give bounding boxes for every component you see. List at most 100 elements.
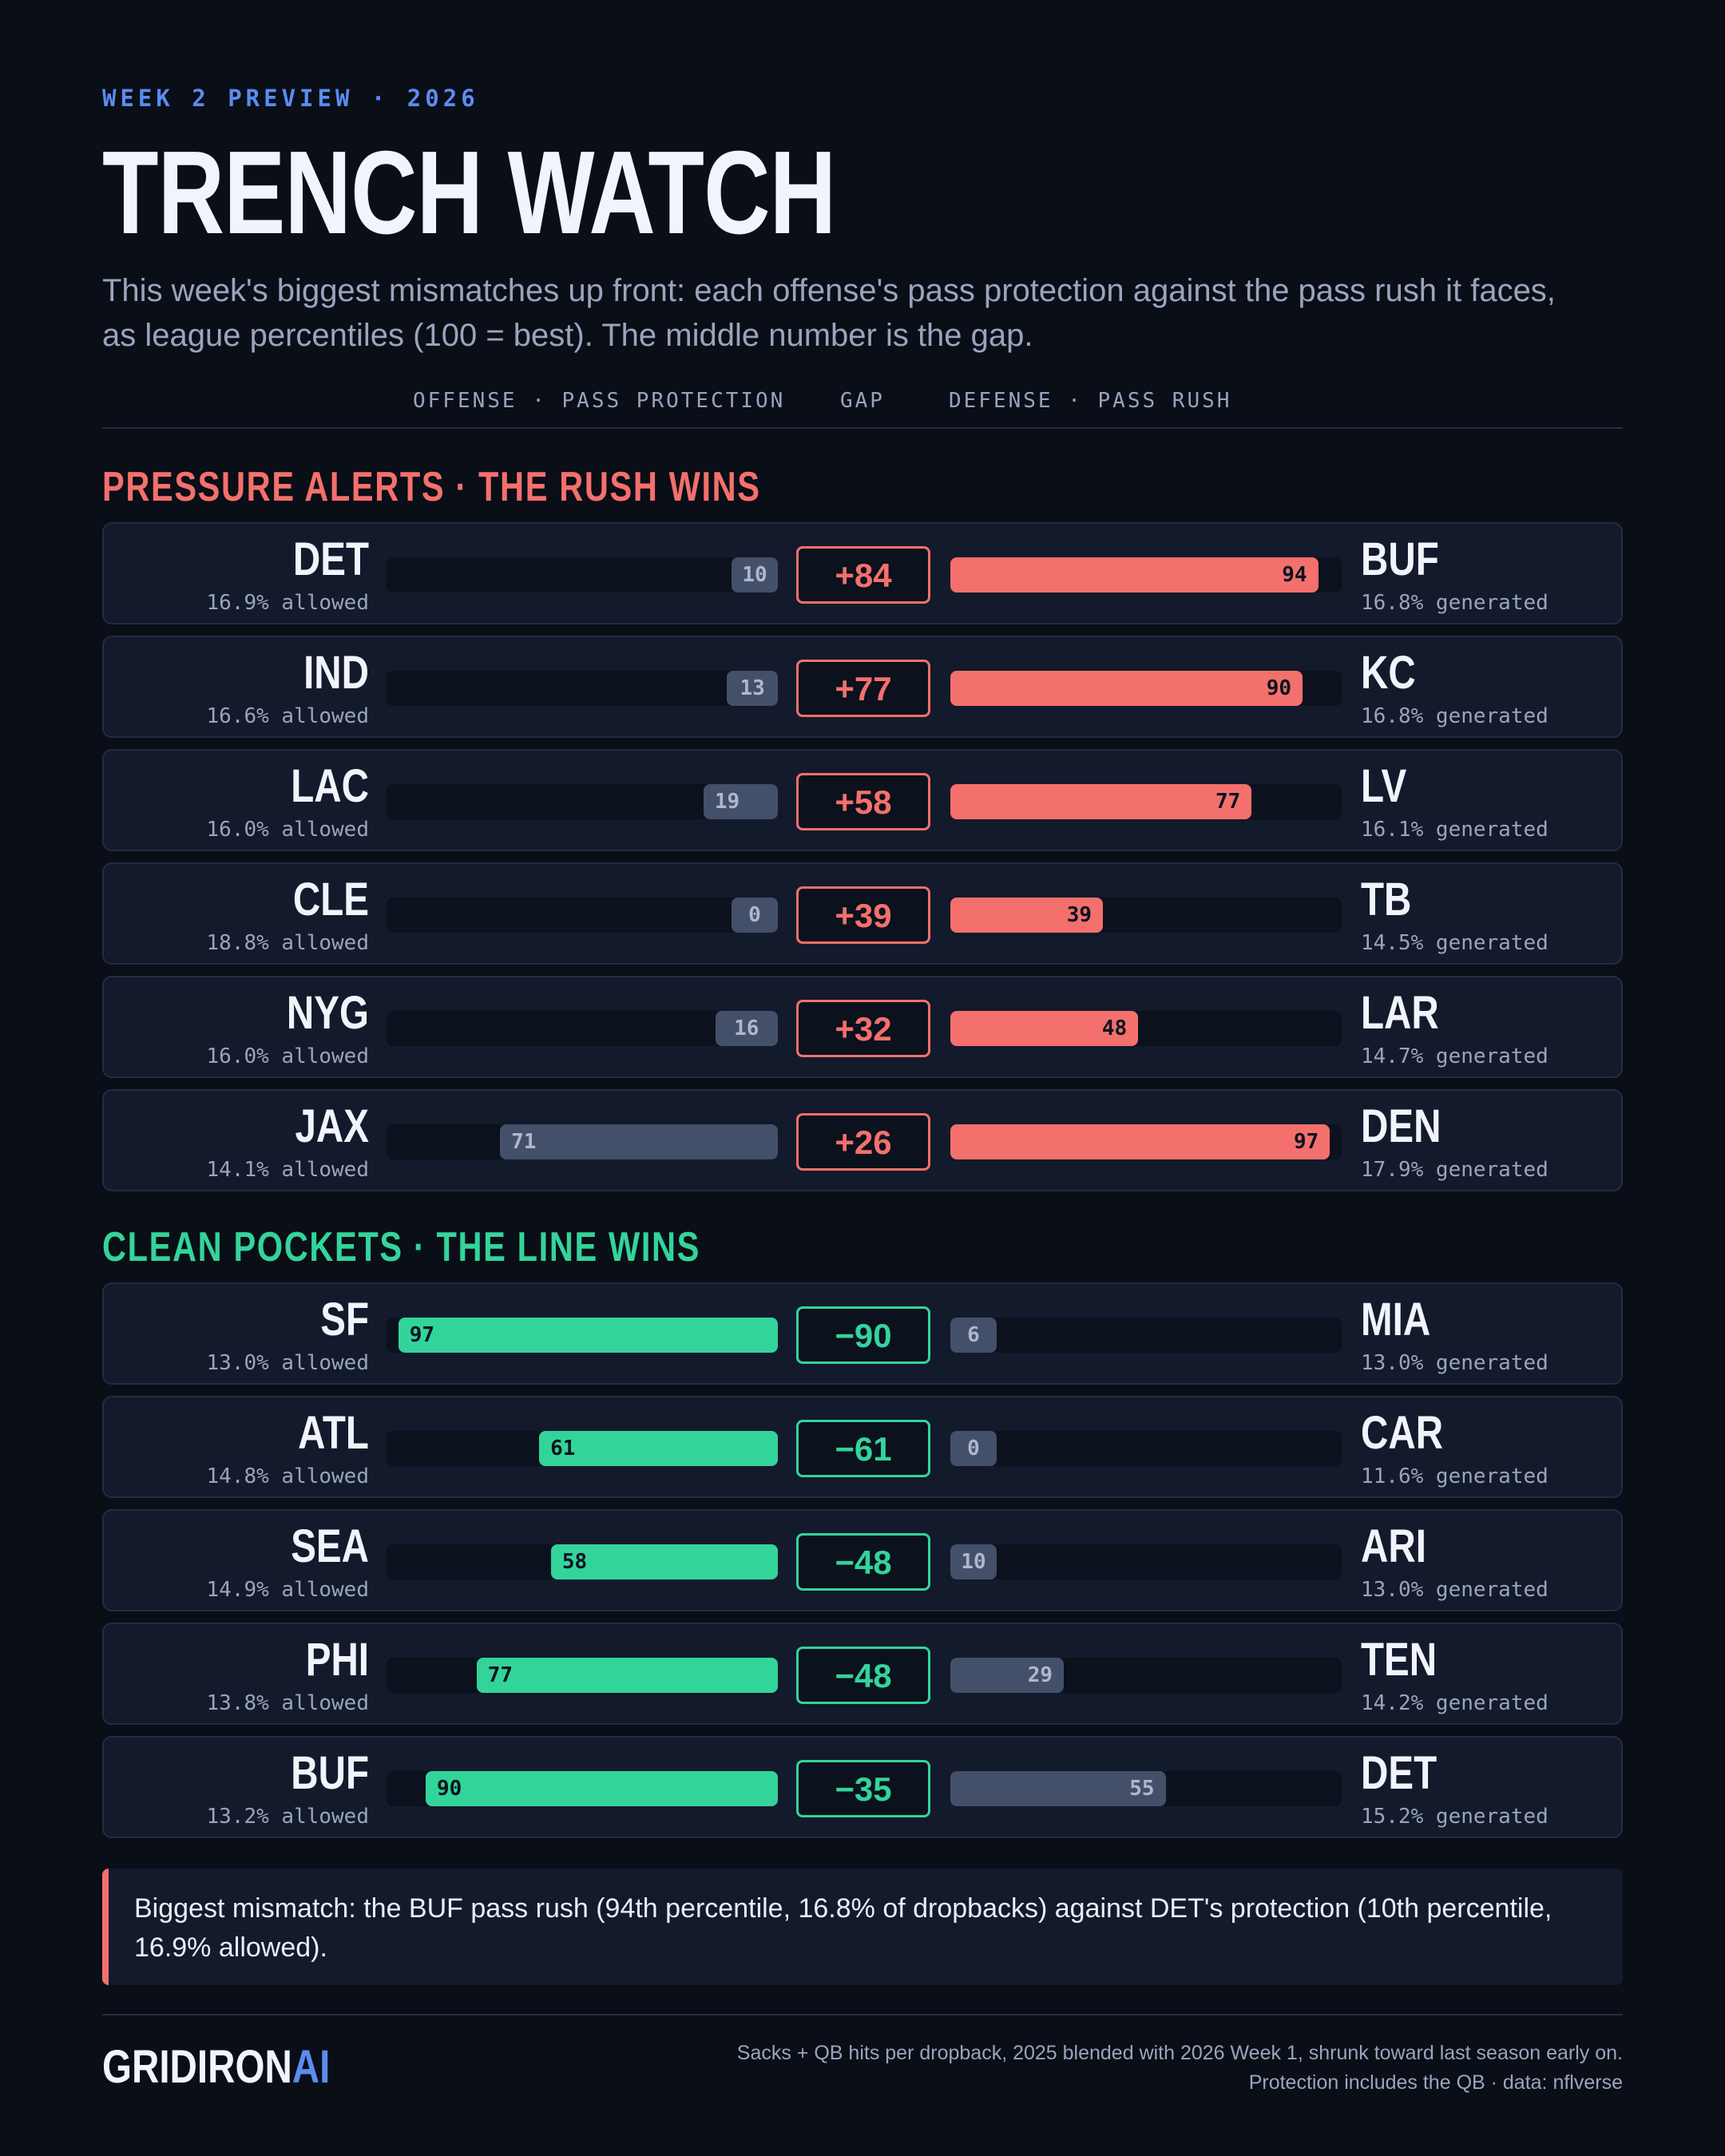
defense-rate: 14.2% generated xyxy=(1361,1691,1549,1715)
offense-protection-bar: 16 xyxy=(715,1011,778,1046)
eyebrow: WEEK 2 PREVIEW · 2026 xyxy=(102,85,479,112)
defense-rush-bar: 94 xyxy=(950,557,1319,593)
matchup-row: CLE 18.8% allowed 0 +39 39 TB 14.5% generated xyxy=(102,862,1623,965)
biggest-mismatch-callout: Biggest mismatch: the BUF pass rush (94t… xyxy=(102,1869,1623,1985)
defense-bar-track: 77 xyxy=(950,784,1342,819)
gap-badge: +26 xyxy=(796,1113,930,1171)
offense-team: CLE xyxy=(292,874,369,925)
subtitle: This week's biggest mismatches up front:… xyxy=(102,273,1556,353)
gap-badge: +58 xyxy=(796,773,930,830)
section-title-pressure-alerts: PRESSURE ALERTS · THE RUSH WINS xyxy=(102,464,761,510)
offense-bar-track: 10 xyxy=(387,557,778,593)
defense-bar-track: 90 xyxy=(950,671,1342,706)
defense-bar-track: 29 xyxy=(950,1658,1342,1693)
defense-rate: 17.9% generated xyxy=(1361,1158,1549,1182)
offense-bar-track: 97 xyxy=(387,1318,778,1353)
gap-badge: −48 xyxy=(796,1533,930,1591)
defense-rush-bar: 55 xyxy=(950,1771,1166,1806)
defense-rate: 15.2% generated xyxy=(1361,1805,1549,1829)
offense-team: PHI xyxy=(305,1634,369,1686)
offense-rate: 16.6% allowed xyxy=(206,704,370,728)
defense-rate: 11.6% generated xyxy=(1361,1464,1549,1488)
defense-rate: 14.5% generated xyxy=(1361,931,1549,955)
offense-protection-bar: 13 xyxy=(727,671,778,706)
offense-team: SEA xyxy=(291,1520,369,1572)
offense-protection-bar: 61 xyxy=(539,1431,778,1466)
offense-rate: 14.8% allowed xyxy=(206,1464,370,1488)
column-header-gap: GAP xyxy=(840,389,885,413)
defense-rate: 13.0% generated xyxy=(1361,1578,1549,1602)
offense-rate: 18.8% allowed xyxy=(206,931,370,955)
offense-rate: 13.0% allowed xyxy=(206,1351,370,1375)
offense-team: ATL xyxy=(298,1407,369,1459)
defense-rush-bar: 0 xyxy=(950,1431,997,1466)
offense-rate: 16.0% allowed xyxy=(206,1044,370,1068)
gap-badge: −90 xyxy=(796,1306,930,1364)
offense-protection-bar: 77 xyxy=(476,1658,778,1693)
gap-badge: −61 xyxy=(796,1420,930,1477)
defense-team: DEN xyxy=(1361,1100,1441,1152)
defense-bar-track: 39 xyxy=(950,898,1342,933)
defense-rush-bar: 29 xyxy=(950,1658,1065,1693)
defense-team: CAR xyxy=(1361,1407,1444,1459)
offense-rate: 14.1% allowed xyxy=(206,1158,370,1182)
defense-rush-bar: 77 xyxy=(950,784,1252,819)
defense-bar-track: 94 xyxy=(950,557,1342,593)
defense-bar-track: 10 xyxy=(950,1544,1342,1579)
defense-team: TB xyxy=(1361,874,1412,925)
matchup-row: DET 16.9% allowed 10 +84 94 BUF 16.8% generate… xyxy=(102,522,1623,624)
matchup-row: SF 13.0% allowed 97 −90 6 MIA 13.0% generated xyxy=(102,1282,1623,1385)
matchup-row: JAX 14.1% allowed 71 +26 97 DEN 17.9% generate… xyxy=(102,1089,1623,1191)
gap-badge: +77 xyxy=(796,660,930,717)
gap-badge: −35 xyxy=(796,1760,930,1817)
matchup-row: ATL 14.8% allowed 61 −61 0 CAR 11.6% generated xyxy=(102,1396,1623,1498)
defense-team: LV xyxy=(1361,760,1407,812)
logo-text-main: GRIDIRON xyxy=(102,2041,292,2093)
defense-team: MIA xyxy=(1361,1294,1431,1346)
offense-bar-track: 16 xyxy=(387,1011,778,1046)
offense-team: IND xyxy=(303,647,369,699)
offense-team: JAX xyxy=(295,1100,369,1152)
offense-rate: 16.9% allowed xyxy=(206,591,370,615)
matchup-row: LAC 16.0% allowed 19 +58 77 LV 16.1% generated xyxy=(102,749,1623,851)
defense-rush-bar: 39 xyxy=(950,898,1104,933)
gap-badge: +39 xyxy=(796,886,930,944)
offense-rate: 13.8% allowed xyxy=(206,1691,370,1715)
offense-team: DET xyxy=(292,533,369,585)
matchup-row: IND 16.6% allowed 13 +77 90 KC 16.8% generated xyxy=(102,636,1623,738)
offense-protection-bar: 0 xyxy=(732,898,778,933)
gap-badge: +32 xyxy=(796,1000,930,1057)
offense-bar-track: 77 xyxy=(387,1658,778,1693)
defense-rate: 16.1% generated xyxy=(1361,818,1549,842)
offense-bar-track: 19 xyxy=(387,784,778,819)
defense-rush-bar: 97 xyxy=(950,1124,1330,1159)
offense-protection-bar: 58 xyxy=(550,1544,778,1579)
defense-team: DET xyxy=(1361,1747,1438,1799)
gap-badge: +84 xyxy=(796,546,930,604)
footer-note-line-2: Protection includes the QB · data: nflve… xyxy=(1248,2071,1623,2094)
defense-rush-bar: 90 xyxy=(950,671,1303,706)
offense-protection-bar: 10 xyxy=(732,557,778,593)
offense-rate: 14.9% allowed xyxy=(206,1578,370,1602)
offense-rate: 13.2% allowed xyxy=(206,1805,370,1829)
offense-bar-track: 13 xyxy=(387,671,778,706)
offense-team: BUF xyxy=(291,1747,369,1799)
matchup-row: BUF 13.2% allowed 90 −35 55 DET 15.2% generate… xyxy=(102,1736,1623,1838)
offense-rate: 16.0% allowed xyxy=(206,818,370,842)
offense-bar-track: 0 xyxy=(387,898,778,933)
defense-rate: 16.8% generated xyxy=(1361,591,1549,615)
column-header-defense: DEFENSE · PASS RUSH xyxy=(949,389,1232,413)
defense-team: KC xyxy=(1361,647,1416,699)
defense-rush-bar: 10 xyxy=(950,1544,997,1579)
matchup-row: PHI 13.8% allowed 77 −48 29 TEN 14.2% generate… xyxy=(102,1623,1623,1725)
defense-bar-track: 0 xyxy=(950,1431,1342,1466)
defense-rate: 16.8% generated xyxy=(1361,704,1549,728)
footer-divider xyxy=(102,2014,1623,2015)
section-title-clean-pockets: CLEAN POCKETS · THE LINE WINS xyxy=(102,1224,700,1270)
matchup-row: NYG 16.0% allowed 16 +32 48 LAR 14.7% generate… xyxy=(102,976,1623,1078)
defense-rush-bar: 6 xyxy=(950,1318,997,1353)
defense-bar-track: 55 xyxy=(950,1771,1342,1806)
offense-team: SF xyxy=(320,1294,369,1346)
defense-rush-bar: 48 xyxy=(950,1011,1139,1046)
defense-team: ARI xyxy=(1361,1520,1426,1572)
